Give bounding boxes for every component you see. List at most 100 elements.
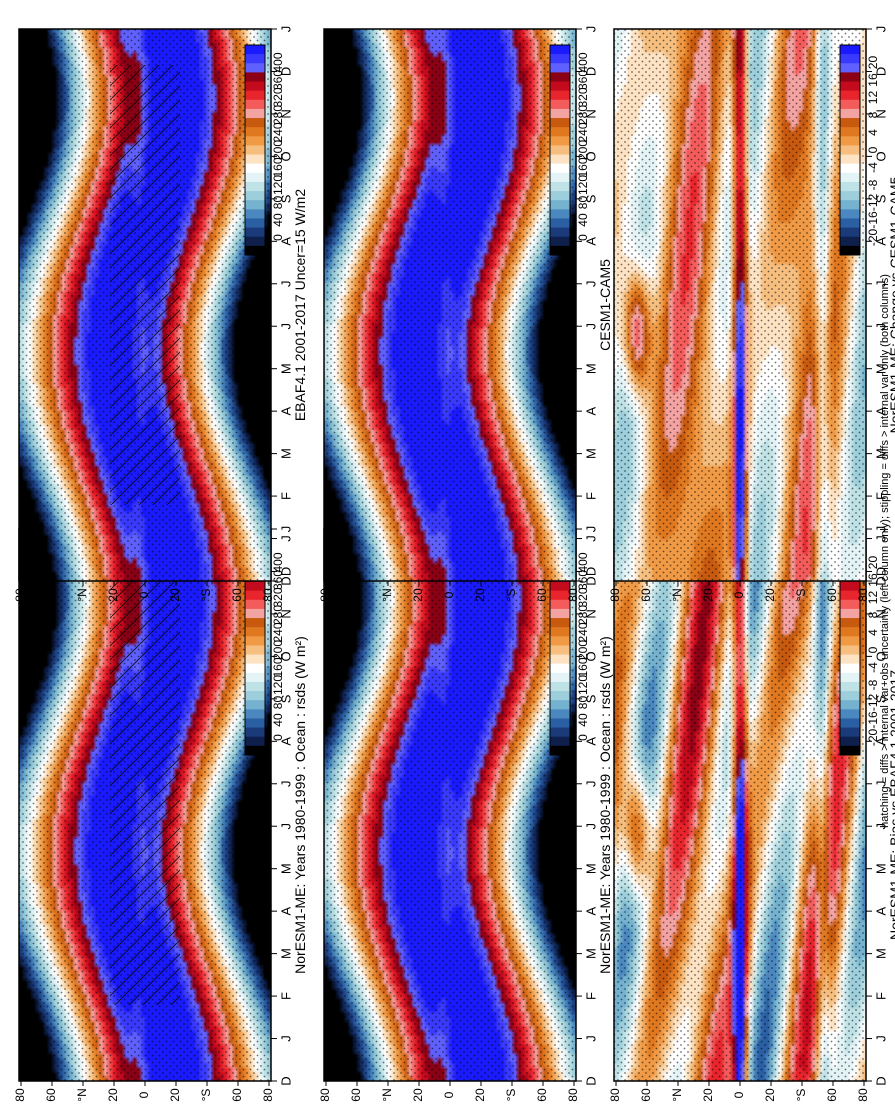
colorbar-swatch: [840, 590, 860, 601]
colorbar-swatch: [550, 691, 570, 701]
colorbar-label: 160: [271, 657, 285, 677]
colorbar-label: 20: [866, 56, 880, 70]
colorbar-swatch: [550, 209, 570, 219]
stippling-overlay: [614, 29, 866, 581]
month-tick-label: J: [583, 823, 598, 830]
stippling-overlay: [324, 29, 576, 581]
colorbar-swatch: [245, 245, 265, 256]
month-tick-label: S: [873, 694, 888, 703]
month-tick-label: D: [873, 567, 888, 576]
lat-tick-label: °N: [75, 1088, 89, 1101]
colorbar-swatch: [245, 145, 265, 156]
panel-title: CESM1-CAM5: [597, 259, 613, 351]
colorbar-label: 4: [866, 629, 880, 636]
colorbar-swatch: [550, 163, 570, 174]
lat-tick-label: °N: [380, 588, 394, 601]
month-tick-label: F: [873, 492, 888, 500]
lat-tick-label: 80: [261, 1088, 275, 1102]
lat-tick-label: 80: [13, 1088, 27, 1102]
lat-tick-label: 60: [44, 1088, 58, 1102]
colorbar-label: 320: [271, 87, 285, 107]
colorbar-label: 20: [866, 556, 880, 570]
month-tick-label: D: [873, 1076, 888, 1085]
month-tick-label: M: [278, 363, 293, 374]
colorbar-swatch: [550, 200, 570, 210]
colorbar-swatch: [550, 136, 570, 146]
month-tick-label: M: [873, 448, 888, 459]
colorbar-swatch: [840, 145, 860, 156]
colorbar-frame: [549, 44, 571, 256]
month-tick-label: M: [583, 948, 598, 959]
hatching-overlay: [110, 65, 180, 505]
month-tick-label: M: [873, 948, 888, 959]
lat-tick-label: °S: [504, 589, 518, 602]
colorbar-label: 0: [576, 234, 590, 241]
colorbar-swatch: [245, 54, 265, 64]
panel-title: NorESM1-ME: Years 1980-1999 : Ocean : rs…: [292, 636, 308, 974]
colorbar-swatch: [245, 163, 265, 174]
colorbar-label: 40: [271, 713, 285, 727]
lat-tick-label: 60: [825, 588, 839, 602]
colorbar-swatch: [245, 209, 265, 219]
month-tick-label: J: [583, 535, 598, 542]
colorbar-swatch: [840, 236, 860, 247]
lat-tick-label: 60: [639, 588, 653, 602]
lat-tick-label: 20: [411, 588, 425, 602]
lat-tick-label: 20: [473, 1088, 487, 1102]
colorbar-swatch: [550, 145, 570, 156]
colorbar-swatch: [245, 154, 265, 165]
panel-title: NorESM1-ME: Bias vs EBAF4.1 2001-2017: [887, 670, 895, 940]
lat-tick-label: 80: [318, 1088, 332, 1102]
colorbar-swatch: [840, 672, 860, 683]
colorbar-swatch: [840, 108, 860, 119]
colorbar-swatch: [245, 99, 265, 110]
colorbar-swatch: [245, 181, 265, 192]
month-tick-label: J: [583, 526, 598, 533]
month-tick-label: N: [278, 609, 293, 618]
lat-tick-label: 80: [856, 1088, 870, 1102]
month-tick-label: S: [278, 194, 293, 203]
colorbar-label: 360: [271, 70, 285, 90]
lat-tick-label: 60: [230, 1088, 244, 1102]
colorbar-swatch: [840, 718, 860, 729]
month-tick-label: F: [583, 492, 598, 500]
colorbar-swatch: [245, 136, 265, 146]
colorbar-swatch: [550, 108, 570, 119]
lat-tick-label: 80: [566, 588, 580, 602]
colorbar-swatch: [550, 99, 570, 110]
lat-tick-label: 20: [106, 1088, 120, 1102]
lat-tick-label: 60: [535, 1088, 549, 1102]
colorbar-label: 400: [271, 552, 285, 572]
colorbar-label: 8: [866, 111, 880, 118]
lat-tick-label: 0: [442, 1091, 456, 1098]
colorbar-swatch: [840, 700, 860, 710]
lat-tick-label: 60: [349, 588, 363, 602]
colorbar-label: 80: [271, 696, 285, 710]
colorbar-swatch: [550, 718, 570, 729]
lat-tick-label: 20: [473, 588, 487, 602]
lat-tick-label: 0: [442, 591, 456, 598]
colorbar-label: 280: [576, 605, 590, 625]
colorbar-label: 80: [576, 696, 590, 710]
colorbar-swatch: [840, 736, 860, 747]
month-tick-label: J: [278, 535, 293, 542]
colorbar-swatch: [550, 663, 570, 674]
colorbar-swatch: [245, 700, 265, 710]
lat-tick-label: 60: [44, 588, 58, 602]
lat-tick-label: °N: [670, 588, 684, 601]
month-tick-label: O: [583, 151, 598, 161]
colorbar-label: -16: [866, 711, 880, 729]
colorbar-label: 240: [576, 622, 590, 642]
colorbar-swatch: [840, 172, 860, 183]
colorbar-label: 120: [271, 175, 285, 195]
month-tick-label: D: [583, 67, 598, 76]
colorbar-swatch: [245, 709, 265, 719]
month-tick-label: D: [583, 1076, 598, 1085]
colorbar-swatch: [840, 727, 860, 738]
colorbar-swatch: [550, 127, 570, 137]
colorbar-label: 120: [271, 675, 285, 695]
